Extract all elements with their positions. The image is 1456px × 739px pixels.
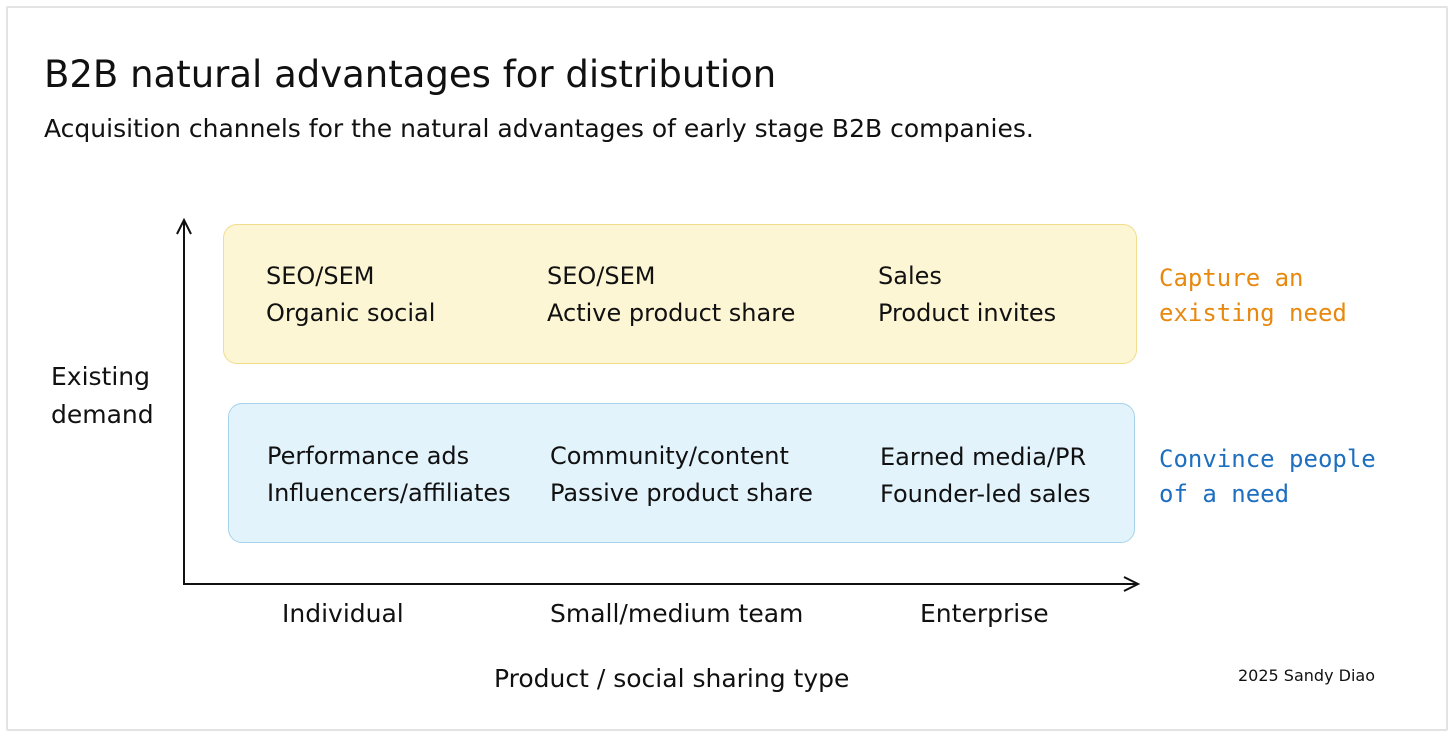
x-axis-label: Product / social sharing type [494, 664, 850, 693]
cell-team-capture: SEO/SEM Active product share [547, 258, 795, 331]
y-axis-label-line: demand [51, 400, 154, 429]
cell-line: Organic social [266, 298, 436, 327]
cell-line: Influencers/affiliates [267, 478, 511, 507]
cell-line: SEO/SEM [547, 262, 656, 290]
side-label-line: of a need [1159, 480, 1290, 508]
side-label-line: Capture an [1159, 264, 1304, 292]
cell-line: SEO/SEM [266, 262, 375, 290]
y-axis-arrowhead [176, 217, 192, 235]
diagram-frame [6, 6, 1448, 731]
diagram-subtitle: Acquisition channels for the natural adv… [44, 114, 1034, 143]
cell-line: Performance ads [267, 442, 470, 470]
cell-individual-convince: Performance ads Influencers/affiliates [267, 438, 511, 511]
capture-need-label: Capture an existing need [1159, 261, 1347, 331]
diagram-title: B2B natural advantages for distribution [44, 53, 777, 96]
cell-individual-capture: SEO/SEM Organic social [266, 258, 435, 331]
cell-enterprise-capture: Sales Product invites [878, 258, 1056, 331]
cell-team-convince: Community/content Passive product share [550, 438, 813, 511]
side-label-line: existing need [1159, 299, 1347, 327]
x-tick-enterprise: Enterprise [920, 599, 1049, 628]
cell-line: Sales [878, 262, 942, 290]
cell-enterprise-convince: Earned media/PR Founder-led sales [880, 439, 1091, 512]
x-tick-individual: Individual [282, 599, 404, 628]
cell-line: Product invites [878, 298, 1057, 327]
side-label-line: Convince people [1159, 445, 1376, 473]
y-axis-label-line: Existing [51, 362, 151, 391]
cell-line: Community/content [550, 442, 789, 470]
credit-text: 2025 Sandy Diao [1238, 666, 1375, 685]
x-tick-team: Small/medium team [550, 599, 804, 628]
x-axis-arrowhead [1123, 576, 1141, 592]
cell-line: Passive product share [550, 478, 813, 507]
cell-line: Founder-led sales [880, 479, 1091, 508]
cell-line: Earned media/PR [880, 443, 1087, 471]
capture-need-band [223, 224, 1137, 364]
convince-need-label: Convince people of a need [1159, 442, 1376, 512]
convince-need-band [228, 403, 1135, 543]
cell-line: Active product share [547, 298, 796, 327]
y-axis-label: Existing demand [51, 358, 154, 434]
